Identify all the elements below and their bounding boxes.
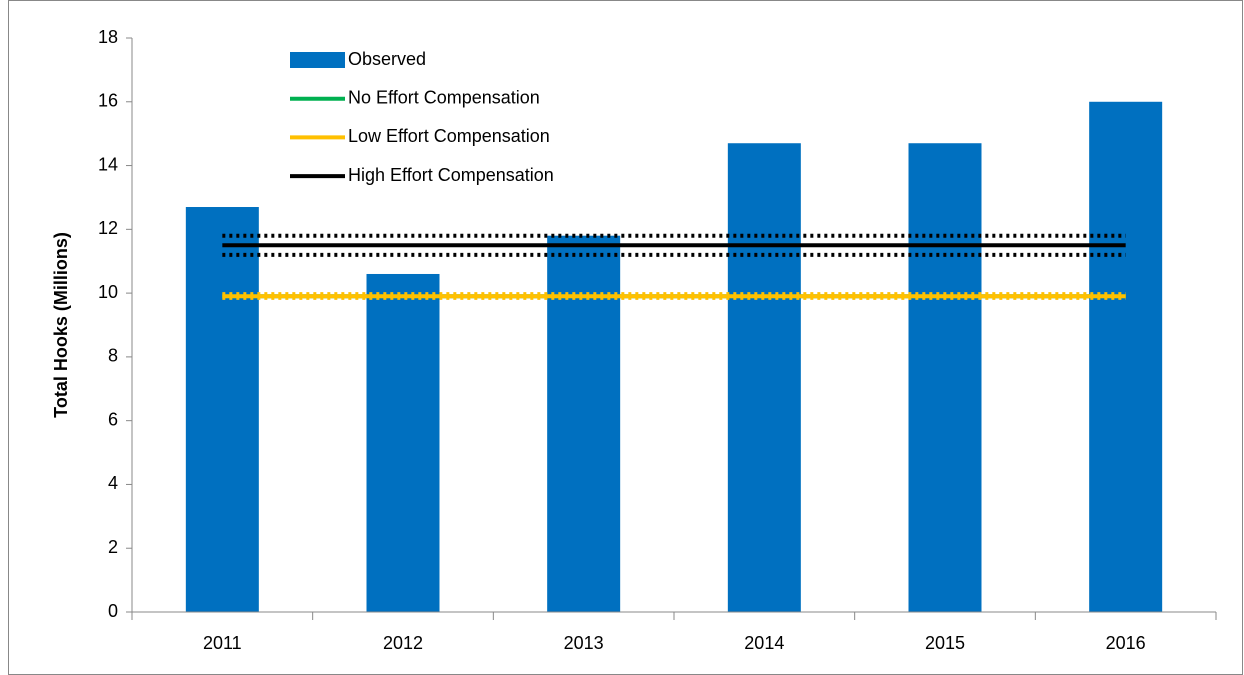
- y-tick-label: 16: [98, 91, 118, 111]
- y-tick-label: 10: [98, 282, 118, 302]
- bar: [727, 143, 801, 612]
- x-tick-label: 2013: [564, 633, 604, 653]
- x-tick-label: 2016: [1106, 633, 1146, 653]
- legend-label: No Effort Compensation: [348, 87, 540, 107]
- x-tick-label: 2011: [203, 633, 242, 653]
- legend-label: High Effort Compensation: [348, 165, 554, 185]
- y-axis-label: Total Hooks (Millions): [51, 232, 71, 418]
- y-tick-label: 14: [98, 154, 118, 174]
- bar: [908, 143, 982, 612]
- y-tick-label: 12: [98, 218, 118, 238]
- y-tick-label: 0: [108, 601, 118, 621]
- legend-label: Observed: [348, 49, 426, 69]
- x-tick-label: 2015: [925, 633, 965, 653]
- y-tick-label: 18: [98, 27, 118, 47]
- y-tick-label: 6: [108, 409, 118, 429]
- x-tick-label: 2012: [383, 633, 423, 653]
- legend-label: Low Effort Compensation: [348, 126, 550, 146]
- bar: [366, 273, 440, 612]
- y-tick-label: 2: [108, 537, 118, 557]
- y-tick-label: 4: [108, 473, 118, 493]
- x-tick-label: 2014: [744, 633, 784, 653]
- y-tick-label: 8: [108, 346, 118, 366]
- bar: [1089, 101, 1163, 613]
- bar: [185, 207, 259, 612]
- legend-swatch: [290, 52, 345, 68]
